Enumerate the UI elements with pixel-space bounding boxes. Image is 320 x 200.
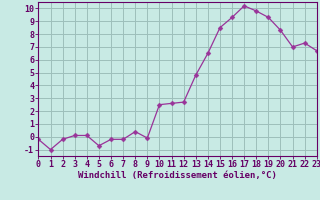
X-axis label: Windchill (Refroidissement éolien,°C): Windchill (Refroidissement éolien,°C) xyxy=(78,171,277,180)
